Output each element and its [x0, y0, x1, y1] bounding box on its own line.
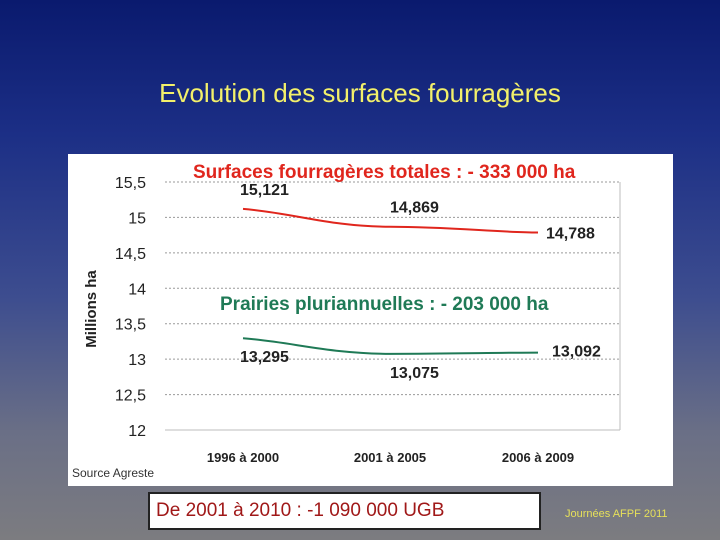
data-label: 14,869: [390, 200, 439, 217]
y-tick-label: 12,5: [115, 388, 146, 405]
data-label: 14,788: [546, 225, 595, 242]
y-tick-label: 15: [128, 210, 146, 227]
x-tick-label: 1996 à 2000: [207, 450, 279, 465]
footer-summary-box: De 2001 à 2010 : -1 090 000 UGB: [148, 492, 541, 530]
series-title-2: Prairies pluriannuelles : - 203 000 ha: [220, 294, 549, 315]
source-note: Source Agreste: [72, 466, 155, 480]
y-tick-label: 12: [128, 423, 146, 440]
y-tick-label: 13: [128, 352, 146, 369]
x-tick-label: 2006 à 2009: [502, 450, 574, 465]
y-tick-label: 13,5: [115, 317, 146, 334]
slide-title: Evolution des surfaces fourragères: [159, 78, 561, 108]
y-tick-label: 14,5: [115, 246, 146, 263]
y-tick-label: 14: [128, 281, 146, 298]
x-tick-label: 2001 à 2005: [354, 450, 426, 465]
data-label: 13,075: [390, 365, 439, 382]
data-label: 15,121: [240, 182, 289, 199]
series-title-1: Surfaces fourragères totales : - 333 000…: [193, 162, 576, 183]
data-label: 13,295: [240, 349, 289, 366]
y-axis-label: Millions ha: [83, 270, 100, 348]
footer-note: Journées AFPF 2011: [565, 508, 668, 520]
line-chart: 15,5 15 14,5 14 13,5 13 12,5 12 Millions ha 1996 …: [83, 162, 621, 465]
y-tick-label: 15,5: [115, 175, 146, 192]
data-label: 13,092: [552, 344, 601, 361]
chart-panel: 15,5 15 14,5 14 13,5 13 12,5 12 Millions ha 1996 …: [68, 154, 673, 486]
